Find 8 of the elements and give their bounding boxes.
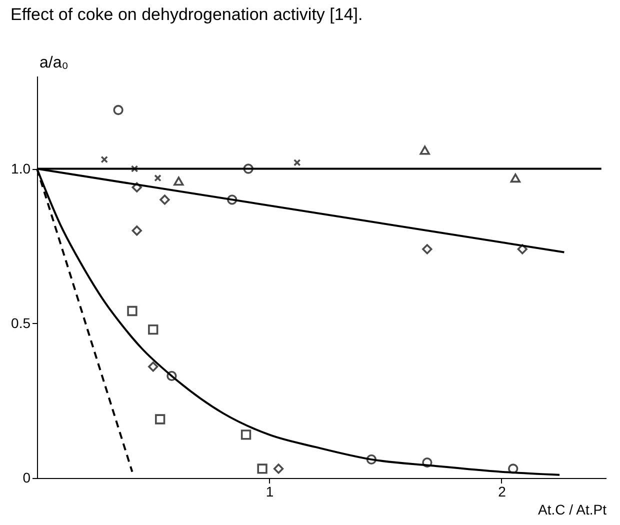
x-axis-title: At.C / At.Pt (538, 502, 607, 518)
chart-title: Effect of coke on dehydrogenation activity [14]. (10, 5, 363, 24)
y-tick-label: 0.5 (11, 314, 31, 331)
y-axis-title: a/a₀ (40, 54, 68, 72)
y-tick-label: 0 (22, 470, 31, 486)
x-tick-label: 1 (266, 484, 274, 500)
y-tick-label: 1.0 (11, 160, 31, 176)
x-tick-label: 2 (498, 484, 506, 500)
